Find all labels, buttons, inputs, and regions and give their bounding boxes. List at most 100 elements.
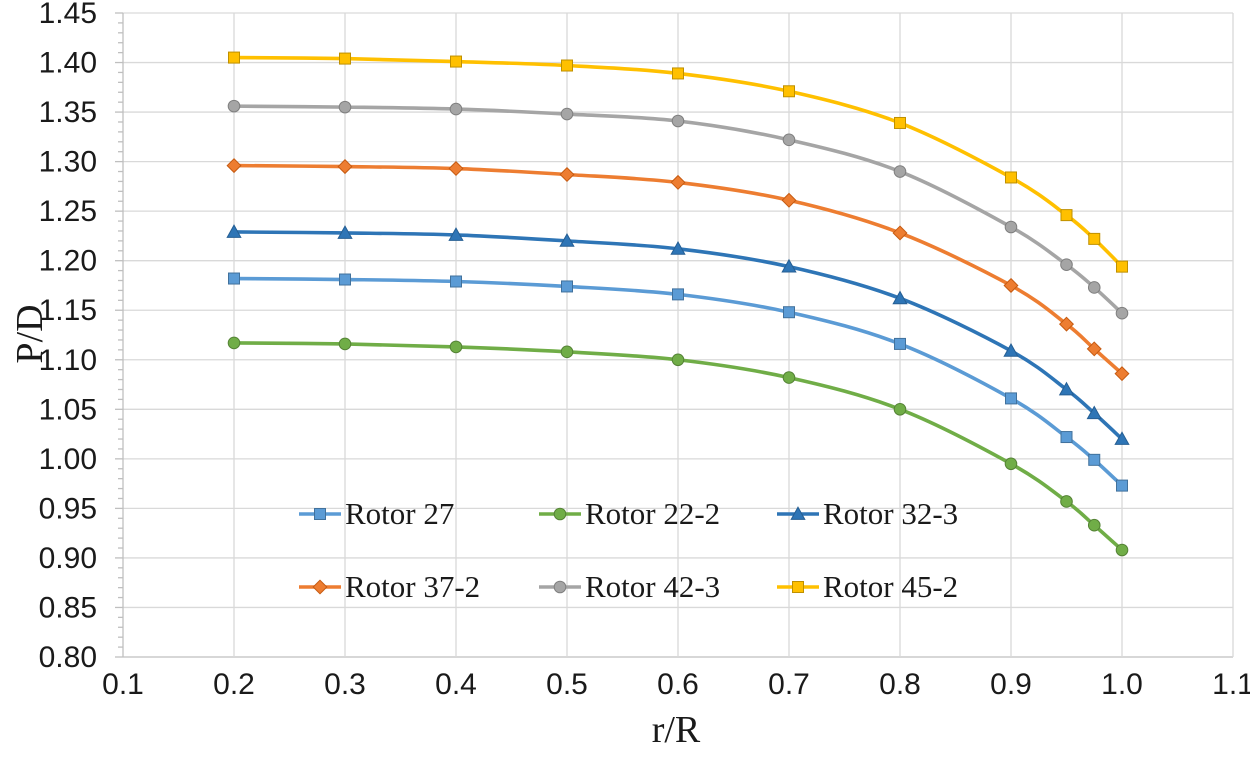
data-point-marker (782, 133, 796, 147)
data-point-marker (448, 161, 464, 177)
data-point-marker (783, 306, 795, 319)
data-point-marker (339, 52, 351, 65)
data-point-marker (1116, 479, 1128, 492)
data-point-marker (1004, 220, 1018, 234)
y-tick-label: 1.20 (39, 245, 97, 278)
x-tick-label: 1.0 (1101, 668, 1143, 701)
y-tick-label: 1.35 (39, 96, 97, 129)
data-point-marker (1005, 171, 1017, 184)
data-point-marker (781, 258, 797, 273)
data-point-marker (228, 51, 240, 64)
x-tick-label: 0.4 (435, 668, 477, 701)
data-point-marker (1114, 431, 1130, 445)
x-tick-label: 0.9 (990, 668, 1032, 701)
data-point-marker (312, 579, 328, 595)
legend-item-rotor-22-2: Rotor 22-2 (538, 495, 776, 533)
data-point-marker (561, 280, 573, 293)
data-point-marker (1114, 366, 1130, 382)
data-point-marker (1003, 277, 1019, 293)
data-point-marker (449, 340, 463, 354)
data-point-marker (337, 225, 353, 239)
data-point-marker (449, 102, 463, 116)
data-point-marker (1086, 341, 1102, 357)
y-axis-title: P/D (9, 304, 51, 364)
data-point-marker (338, 337, 352, 351)
x-tick-label: 0.6 (657, 668, 699, 701)
legend-item-rotor-42-3: Rotor 42-3 (538, 568, 776, 606)
data-point-marker (450, 275, 462, 288)
legend-marker-square-icon (777, 581, 819, 593)
data-point-marker (670, 240, 686, 255)
data-point-marker (226, 158, 242, 174)
data-point-marker (792, 581, 804, 593)
legend-label: Rotor 32-3 (823, 496, 959, 531)
data-point-marker (1003, 343, 1019, 357)
x-tick-label: 0.7 (768, 668, 810, 701)
data-point-marker (1058, 381, 1075, 396)
data-point-marker (893, 403, 907, 416)
data-point-marker (1088, 232, 1101, 245)
legend-item-rotor-37-2: Rotor 37-2 (298, 568, 538, 606)
data-point-marker (1087, 281, 1101, 294)
data-point-marker (892, 225, 908, 241)
data-point-marker (226, 224, 242, 238)
y-tick-label: 1.25 (39, 195, 97, 228)
legend-label: Rotor 27 (345, 496, 455, 531)
data-point-marker (1087, 518, 1101, 532)
data-point-marker (1060, 258, 1073, 271)
y-tick-label: 1.00 (39, 443, 97, 476)
data-point-marker (1116, 260, 1128, 273)
legend-label: Rotor 45-2 (823, 569, 959, 604)
legend: Rotor 27 Rotor 22-2 Rotor 32-3 Rotor 37-2 Ro… (298, 495, 1038, 606)
x-tick-label: 0.8 (879, 668, 921, 701)
data-point-marker (337, 159, 353, 175)
data-point-marker (314, 508, 326, 520)
data-point-marker (892, 290, 908, 305)
legend-marker-circle-icon (539, 580, 581, 594)
y-tick-label: 1.15 (39, 294, 97, 327)
data-point-marker (559, 166, 575, 183)
legend-marker-diamond-icon (299, 579, 341, 595)
data-point-marker (1005, 392, 1017, 405)
data-point-marker (553, 580, 567, 594)
x-tick-label: 1.1 (1212, 668, 1250, 701)
data-point-marker (450, 55, 462, 68)
data-point-marker (448, 227, 464, 241)
data-point-marker (560, 107, 574, 121)
data-point-marker (560, 345, 574, 359)
x-tick-label: 0.1 (102, 668, 144, 701)
legend-marker-square-icon (299, 508, 341, 520)
data-point-marker (672, 288, 684, 301)
y-tick-label: 1.30 (39, 146, 97, 179)
data-point-marker (672, 67, 684, 80)
data-point-marker (339, 273, 351, 286)
legend-item-rotor-27: Rotor 27 (298, 495, 538, 533)
y-tick-label: 0.80 (39, 641, 97, 674)
legend-marker-circle-icon (539, 507, 581, 521)
y-tick-label: 1.40 (39, 47, 97, 80)
data-point-marker (1060, 431, 1073, 444)
legend-item-rotor-45-2: Rotor 45-2 (776, 568, 1038, 606)
legend-marker-triangle-icon (777, 506, 819, 520)
legend-label: Rotor 37-2 (345, 569, 481, 604)
data-point-marker (1004, 457, 1018, 471)
data-point-marker (1115, 306, 1129, 320)
data-point-marker (1086, 405, 1102, 420)
x-tick-label: 0.3 (324, 668, 366, 701)
data-point-marker (671, 353, 685, 367)
y-tick-label: 0.90 (39, 542, 97, 575)
legend-label: Rotor 42-3 (585, 569, 721, 604)
x-tick-label: 0.5 (546, 668, 588, 701)
y-tick-label: 0.85 (39, 591, 97, 624)
data-point-marker (228, 272, 240, 285)
x-axis-title: r/R (651, 709, 701, 751)
data-point-marker (1060, 495, 1073, 508)
y-tick-label: 1.10 (39, 344, 97, 377)
y-tick-label: 1.45 (39, 0, 97, 30)
data-point-marker (670, 174, 686, 190)
y-tick-label: 1.05 (39, 393, 97, 426)
data-point-marker (894, 116, 906, 129)
data-point-marker (227, 336, 241, 350)
data-point-marker (1060, 209, 1073, 222)
data-point-marker (671, 114, 685, 128)
